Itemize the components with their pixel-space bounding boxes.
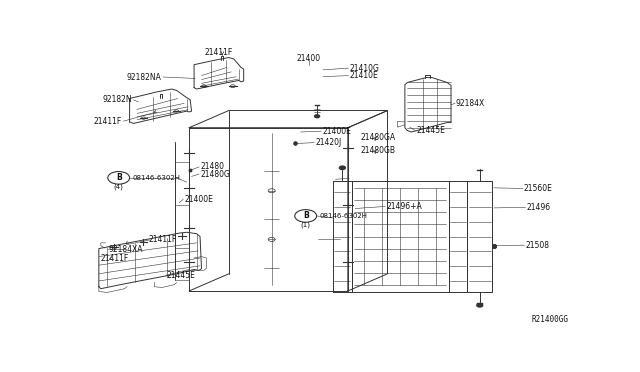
Circle shape	[339, 166, 346, 170]
Text: 21496+A: 21496+A	[386, 202, 422, 211]
Text: 21410E: 21410E	[349, 71, 378, 80]
Text: 21480: 21480	[200, 163, 224, 171]
Text: 21411F: 21411F	[101, 254, 129, 263]
Text: 21480GB: 21480GB	[360, 146, 396, 155]
Text: R21400GG: R21400GG	[532, 315, 568, 324]
Text: B: B	[303, 211, 308, 221]
Text: 92182N: 92182N	[102, 96, 132, 105]
Text: 21400: 21400	[297, 54, 321, 64]
Circle shape	[477, 304, 483, 307]
Text: 92184X: 92184X	[456, 99, 485, 108]
Text: 21410G: 21410G	[349, 64, 380, 73]
Text: 21445E: 21445E	[416, 126, 445, 135]
Text: 21411F: 21411F	[205, 48, 233, 57]
Text: 21411F: 21411F	[148, 235, 177, 244]
Text: 08146-6302H: 08146-6302H	[319, 213, 367, 219]
Text: 92182NA: 92182NA	[127, 73, 162, 81]
Text: B: B	[116, 173, 122, 182]
Text: 21480GA: 21480GA	[360, 133, 396, 142]
Text: (1): (1)	[301, 221, 310, 228]
Text: 21480G: 21480G	[200, 170, 230, 179]
Text: 08146-6302H: 08146-6302H	[132, 175, 180, 181]
Text: 21400E: 21400E	[184, 195, 213, 204]
Text: 21411F: 21411F	[94, 116, 122, 126]
Text: 21496: 21496	[527, 203, 550, 212]
Text: 21560E: 21560E	[524, 184, 553, 193]
Text: 21400E: 21400E	[322, 126, 351, 136]
Text: (4): (4)	[114, 183, 124, 190]
Text: 92184XA: 92184XA	[109, 245, 143, 254]
Circle shape	[315, 115, 319, 118]
Text: 21508: 21508	[525, 241, 549, 250]
Text: 21445E: 21445E	[167, 271, 196, 280]
Text: 21420J: 21420J	[315, 138, 341, 147]
